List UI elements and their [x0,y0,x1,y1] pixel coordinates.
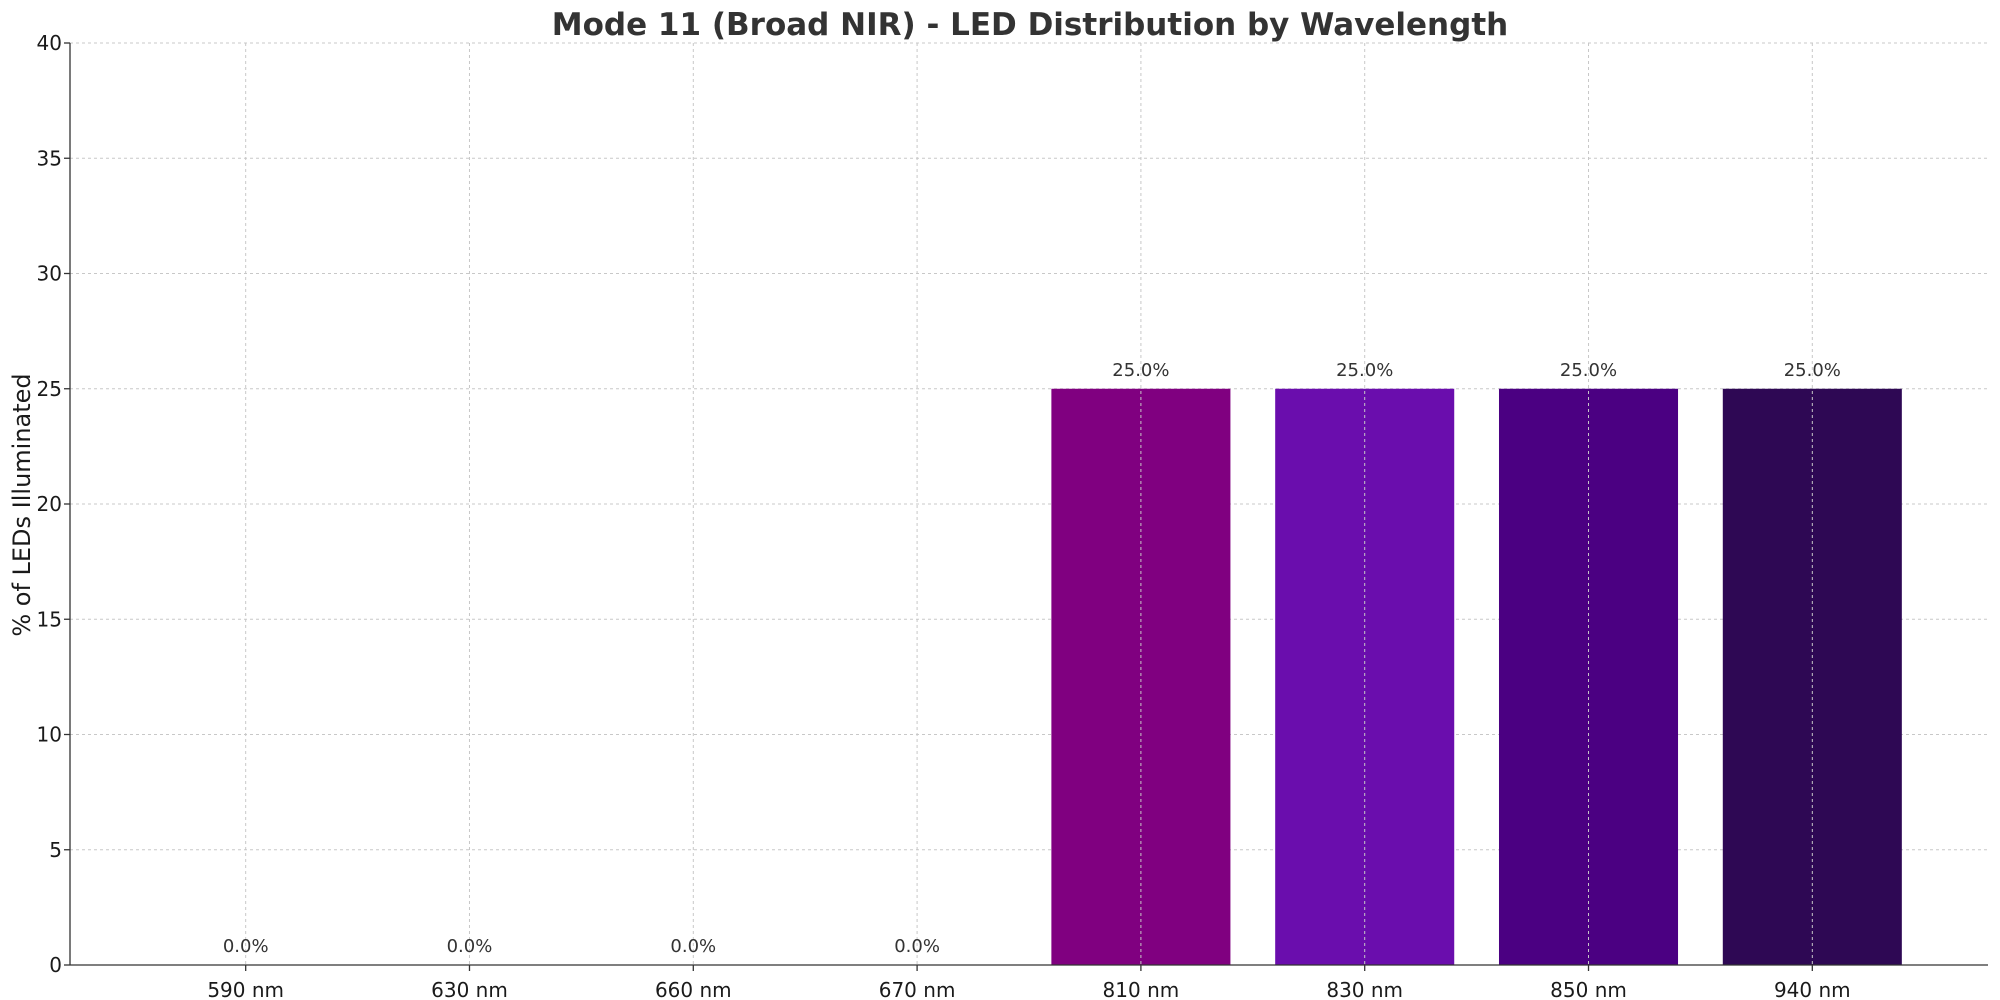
bar-940-nm [1722,388,1902,965]
y-tick-label: 20 [37,492,62,516]
y-axis-title: % of LEDs Illuminated [8,373,36,636]
y-tick-label: 35 [37,146,62,170]
y-tick-label: 0 [49,953,62,977]
bar-value-label: 25.0% [1112,360,1169,381]
x-tick-label: 660 nm [655,978,732,1000]
x-tick-label: 940 nm [1774,978,1851,1000]
bar-810-nm [1051,388,1231,965]
bar-850-nm [1498,388,1679,965]
bar-value-label: 0.0% [447,936,493,957]
grid [70,42,1988,966]
bar-value-label: 25.0% [1560,360,1617,381]
bar-value-label: 0.0% [223,936,269,957]
bars [1051,388,1902,965]
bar-value-label: 25.0% [1784,360,1841,381]
x-grid-overlay [245,43,1813,965]
y-tick-label: 30 [37,262,62,286]
y-tick-label: 25 [37,377,62,401]
bar-value-label: 25.0% [1336,360,1393,381]
bar-830-nm [1275,388,1455,965]
y-tick-label: 15 [37,607,62,631]
x-tick-label: 810 nm [1103,978,1180,1000]
x-tick-label: 630 nm [431,978,508,1000]
x-tick-label: 830 nm [1326,978,1403,1000]
labels: 0 5 10 15 20 25 30 35 40 590 nm 630 nm 660 nm 670 nm… [37,31,1851,1000]
y-tick-label: 5 [49,838,62,862]
x-tick-label: 850 nm [1550,978,1627,1000]
bar-value-label: 0.0% [894,936,940,957]
chart-title: Mode 11 (Broad NIR) - LED Distribution b… [552,7,1508,43]
y-tick-label: 40 [37,31,62,55]
axes [64,42,1988,971]
y-tick-label: 10 [37,723,62,747]
x-tick-label: 590 nm [207,978,284,1000]
bar-value-label: 0.0% [670,936,716,957]
x-tick-label: 670 nm [879,978,956,1000]
